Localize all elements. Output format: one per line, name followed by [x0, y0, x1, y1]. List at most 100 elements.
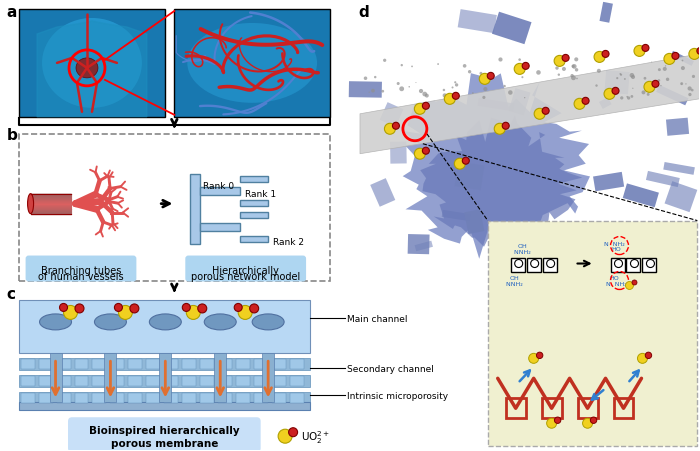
- Circle shape: [697, 48, 700, 55]
- Polygon shape: [370, 179, 395, 207]
- Circle shape: [250, 304, 259, 313]
- Circle shape: [620, 74, 622, 77]
- Circle shape: [384, 124, 395, 135]
- Circle shape: [644, 82, 655, 93]
- Circle shape: [518, 59, 521, 62]
- Polygon shape: [379, 103, 403, 128]
- Polygon shape: [442, 210, 471, 222]
- Circle shape: [468, 71, 471, 74]
- Bar: [92, 377, 106, 387]
- Bar: [19, 392, 310, 405]
- Circle shape: [602, 51, 609, 58]
- Text: Rank 2: Rank 2: [273, 238, 304, 247]
- Circle shape: [562, 68, 566, 72]
- Polygon shape: [623, 184, 659, 208]
- Text: Intrinsic microporosity: Intrinsic microporosity: [347, 391, 448, 400]
- Bar: [128, 377, 142, 387]
- Circle shape: [397, 83, 400, 86]
- Circle shape: [616, 78, 618, 80]
- Text: c: c: [6, 287, 15, 302]
- Circle shape: [627, 97, 630, 101]
- Ellipse shape: [40, 314, 71, 330]
- Circle shape: [626, 97, 628, 98]
- Circle shape: [64, 306, 78, 320]
- Circle shape: [452, 93, 459, 100]
- Polygon shape: [664, 182, 697, 213]
- Bar: [613, 398, 634, 419]
- Polygon shape: [464, 210, 484, 235]
- Polygon shape: [666, 119, 689, 137]
- Text: HO: HO: [612, 247, 622, 252]
- Polygon shape: [599, 3, 613, 24]
- Circle shape: [442, 90, 445, 92]
- Bar: [236, 377, 250, 387]
- Circle shape: [638, 354, 648, 364]
- Polygon shape: [477, 99, 514, 112]
- Circle shape: [522, 77, 524, 79]
- Bar: [164, 393, 178, 403]
- Circle shape: [547, 260, 554, 268]
- Bar: [218, 359, 232, 369]
- Text: a: a: [6, 5, 17, 20]
- Circle shape: [604, 89, 615, 100]
- Circle shape: [631, 96, 634, 99]
- Circle shape: [582, 419, 593, 428]
- Circle shape: [651, 62, 652, 63]
- Circle shape: [594, 52, 605, 63]
- Circle shape: [555, 60, 559, 64]
- Circle shape: [647, 260, 655, 268]
- Polygon shape: [656, 86, 689, 106]
- Circle shape: [682, 60, 683, 62]
- Circle shape: [681, 67, 685, 71]
- Circle shape: [680, 83, 683, 86]
- Bar: [272, 377, 286, 387]
- Text: N⁠NH₂: N⁠NH₂: [506, 281, 523, 286]
- Bar: [182, 359, 196, 369]
- Bar: [104, 354, 116, 402]
- Circle shape: [542, 108, 549, 115]
- Ellipse shape: [149, 314, 181, 330]
- Circle shape: [657, 80, 660, 83]
- Bar: [182, 393, 196, 403]
- Bar: [128, 393, 142, 403]
- Bar: [626, 258, 640, 272]
- Circle shape: [411, 66, 413, 68]
- Circle shape: [186, 306, 200, 320]
- Text: N  NH₂: N NH₂: [604, 242, 625, 247]
- Circle shape: [534, 109, 545, 120]
- Polygon shape: [407, 235, 430, 255]
- Text: of human vessels: of human vessels: [38, 272, 124, 282]
- Circle shape: [514, 260, 523, 268]
- Circle shape: [371, 90, 375, 93]
- Circle shape: [409, 87, 410, 88]
- Circle shape: [422, 92, 427, 97]
- Circle shape: [382, 91, 384, 93]
- Circle shape: [672, 53, 679, 60]
- Polygon shape: [390, 142, 407, 164]
- Circle shape: [531, 260, 539, 268]
- Bar: [290, 393, 304, 403]
- Circle shape: [687, 87, 692, 92]
- Bar: [174, 10, 330, 118]
- Circle shape: [641, 91, 645, 95]
- Circle shape: [574, 99, 585, 110]
- Circle shape: [631, 76, 635, 80]
- Bar: [182, 377, 196, 387]
- Circle shape: [572, 65, 577, 69]
- Bar: [146, 393, 160, 403]
- Bar: [240, 236, 268, 242]
- Circle shape: [595, 85, 598, 87]
- Circle shape: [663, 68, 667, 72]
- Ellipse shape: [94, 314, 127, 330]
- Text: Rank 1: Rank 1: [245, 190, 276, 199]
- Circle shape: [620, 74, 621, 75]
- Circle shape: [494, 124, 505, 135]
- Circle shape: [615, 260, 622, 268]
- Circle shape: [574, 58, 578, 62]
- Circle shape: [130, 304, 139, 313]
- Circle shape: [620, 97, 624, 100]
- Polygon shape: [458, 10, 497, 34]
- Text: N  NH₂: N NH₂: [606, 281, 627, 286]
- Text: d: d: [358, 5, 369, 20]
- Polygon shape: [671, 52, 694, 67]
